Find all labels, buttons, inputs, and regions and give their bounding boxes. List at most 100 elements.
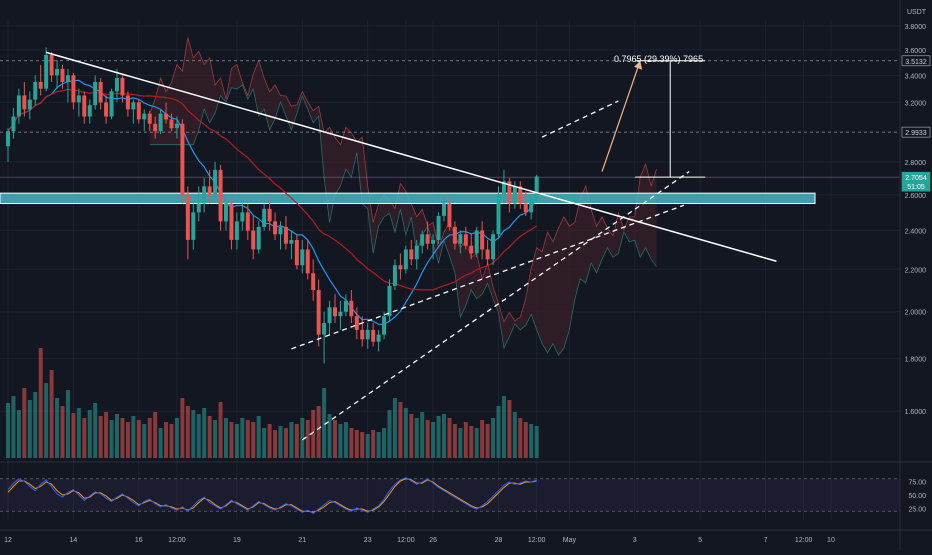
- volume-bar: [507, 400, 512, 458]
- candle-body: [76, 95, 81, 103]
- stochastic-pane: 75.00 50.00 25.00: [0, 461, 932, 514]
- time-tick-label: 12: [4, 537, 12, 544]
- volume-bar: [196, 414, 201, 458]
- candle-body: [354, 316, 359, 330]
- price-tag-label: 2.9933: [905, 130, 927, 137]
- price-tick-label: 2.8000: [905, 160, 927, 167]
- volume-bar: [60, 406, 65, 458]
- volume-bar: [529, 424, 534, 458]
- candle-body: [392, 265, 397, 286]
- candle-body: [60, 68, 65, 82]
- candle-body: [442, 203, 446, 216]
- volume-bar: [115, 414, 119, 458]
- volume-bar: [240, 418, 245, 458]
- candle-body: [153, 123, 158, 132]
- candle-body: [185, 194, 190, 240]
- volume-bar: [229, 422, 234, 458]
- volume-bar: [333, 420, 337, 458]
- time-axis[interactable]: 12 14 16 12:00 19 21 23 12:00 26 28 12:00 May 3 5 7 12:…: [0, 529, 932, 544]
- volume-bar: [360, 432, 365, 458]
- candle-body: [469, 245, 474, 254]
- volume-bar: [512, 412, 517, 458]
- volume-bar: [131, 416, 136, 458]
- time-tick-label: 28: [495, 537, 503, 544]
- candle-body: [289, 239, 294, 244]
- volume-bar: [142, 424, 147, 458]
- currency-label: USDT: [907, 9, 927, 16]
- volume-bar: [283, 428, 288, 458]
- candle-body: [365, 329, 370, 340]
- volume-bar: [11, 396, 16, 458]
- volume-bar: [382, 428, 387, 458]
- candle-body: [333, 307, 337, 317]
- measure-annotation: 0.7965 (29.39%) 7965: [614, 54, 703, 64]
- candle-body: [93, 81, 98, 106]
- stoch-tick-label: 25.00: [908, 507, 926, 514]
- price-tag-label: 3.5132: [905, 59, 927, 66]
- candle-body: [224, 203, 228, 222]
- time-tick-label: 23: [364, 537, 372, 544]
- candle-body: [169, 119, 174, 129]
- volume-bar: [38, 348, 43, 458]
- candle-body: [360, 329, 365, 340]
- volume-bar: [392, 398, 397, 458]
- time-tick-label: 12:00: [397, 537, 415, 544]
- time-tick-label: 21: [298, 537, 306, 544]
- volume-bar: [458, 428, 463, 458]
- volume-bar: [447, 418, 452, 458]
- volume-bar: [109, 420, 114, 458]
- candle-body: [251, 230, 256, 250]
- volume-bar: [501, 396, 506, 458]
- volume-bar: [158, 428, 163, 458]
- candle-body: [262, 208, 267, 227]
- volume-bar: [365, 434, 370, 458]
- candle-body: [87, 105, 92, 117]
- volume-bar: [414, 418, 419, 458]
- volume-bar: [87, 410, 92, 458]
- volume-bar: [202, 408, 207, 458]
- candle-body: [256, 226, 261, 250]
- candle-body: [403, 249, 408, 270]
- volume-bar: [316, 406, 321, 458]
- volume-bar: [327, 414, 332, 458]
- volume-bar: [376, 432, 381, 458]
- candle-body: [387, 285, 392, 317]
- volume-bar: [65, 390, 70, 458]
- price-axis[interactable]: 3.8000 3.6000 3.4000 3.2000 2.8000 2.6000 2.40…: [899, 0, 927, 550]
- candle-body: [409, 249, 414, 260]
- candle-body: [534, 176, 539, 199]
- stoch-d-line: [7, 478, 537, 513]
- candle-body: [27, 99, 32, 110]
- volume-bar: [262, 428, 267, 458]
- candle-body: [338, 311, 343, 317]
- volume-bar: [267, 424, 272, 458]
- candle-body: [458, 234, 463, 244]
- volume-bar: [278, 426, 283, 458]
- volume-bar: [104, 412, 109, 458]
- candle-body: [485, 249, 490, 260]
- volume-bar: [420, 412, 425, 458]
- candle-body: [16, 95, 21, 117]
- volume-bar: [234, 424, 239, 458]
- volume-bar: [153, 412, 158, 458]
- price-tick-label: 3.6000: [905, 48, 927, 55]
- volume-bar: [354, 430, 359, 458]
- candle-body: [463, 234, 468, 246]
- channel-line: [291, 204, 685, 350]
- volume-bar: [33, 392, 38, 458]
- support-zone-rect: [0, 192, 816, 205]
- volume-bar: [403, 408, 408, 458]
- candle-body: [278, 226, 283, 235]
- candle-body: [305, 249, 310, 274]
- candle-body: [109, 91, 114, 117]
- price-tick-label: 2.2000: [905, 267, 927, 274]
- volume-bar: [398, 402, 403, 458]
- candle-body: [311, 273, 316, 291]
- volume-bar: [191, 410, 196, 458]
- price-tag-label: 51:05: [907, 184, 925, 191]
- volume-bar: [322, 388, 327, 458]
- candle-body: [273, 221, 278, 235]
- candles: [6, 47, 539, 364]
